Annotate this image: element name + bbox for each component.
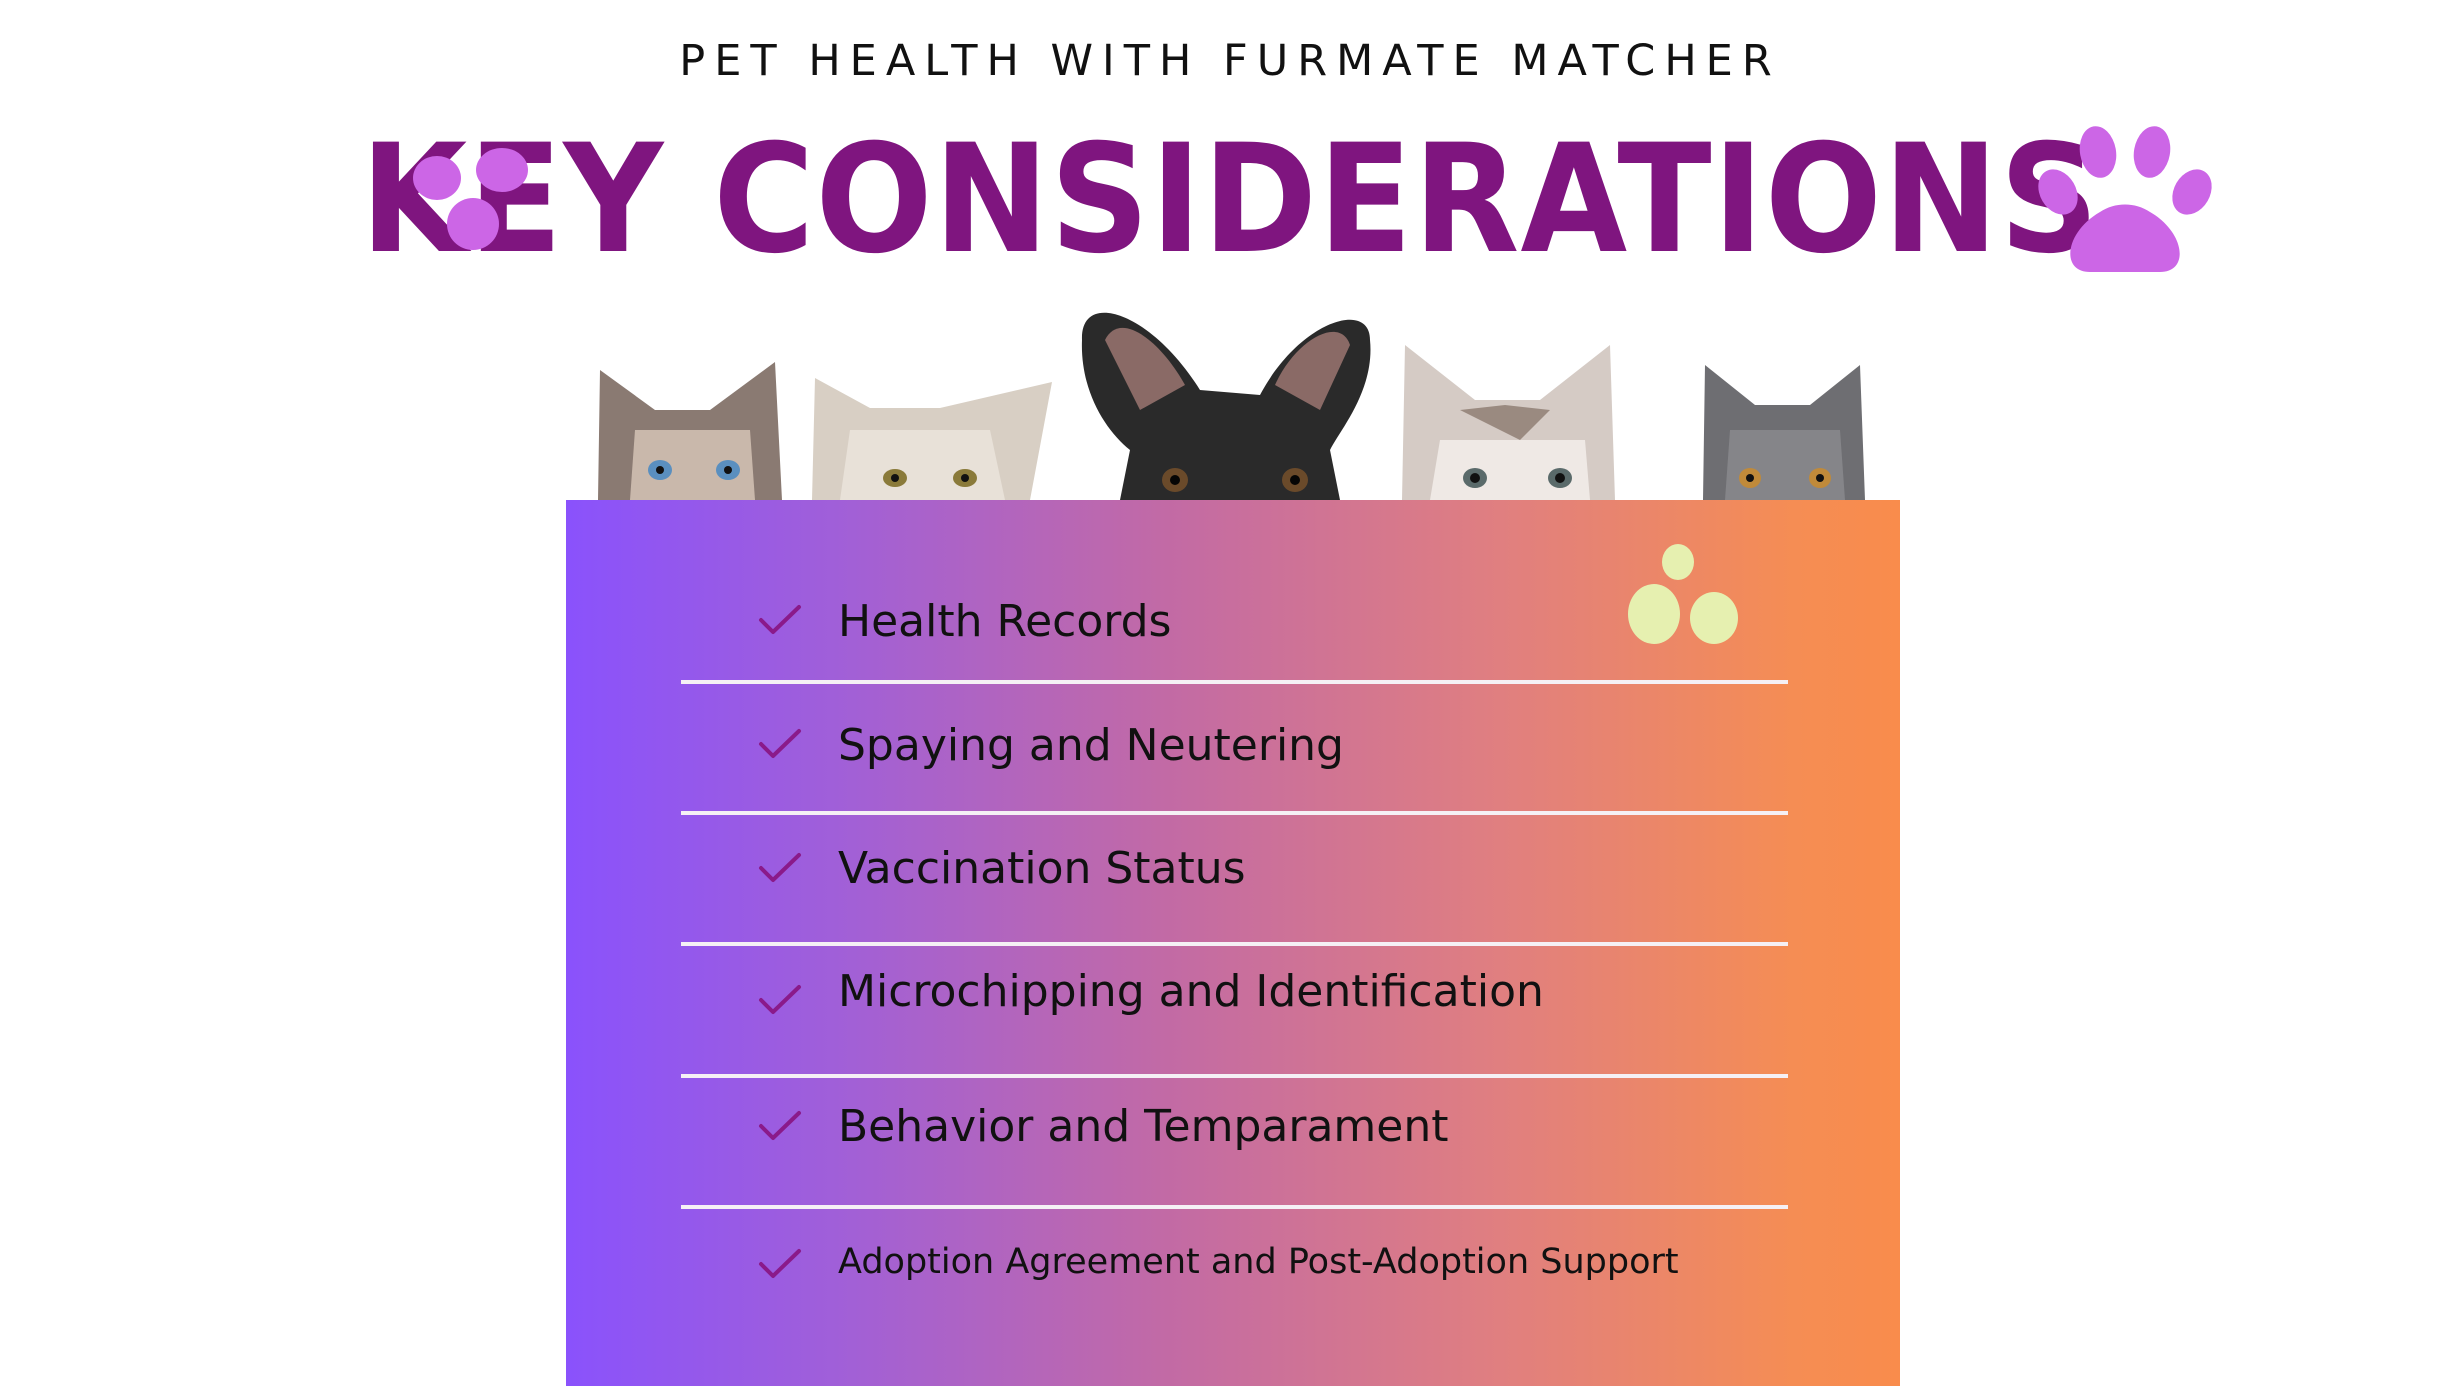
paw-print-icon — [413, 148, 528, 250]
peeking-pets-illustration — [598, 312, 1865, 500]
item-label: Adoption Agreement and Post-Adoption Sup… — [838, 1242, 1679, 1282]
check-icon — [759, 1111, 801, 1140]
divider — [681, 1205, 1788, 1209]
cat-icon — [1402, 345, 1615, 500]
paw-dots-icon — [1628, 544, 1738, 644]
item-label: Microchipping and Identification — [838, 966, 1544, 1017]
considerations-list: Health Records Spaying and Neutering Vac… — [566, 500, 1900, 1386]
divider — [681, 811, 1788, 815]
divider — [681, 680, 1788, 684]
check-icon — [759, 853, 801, 882]
cat-icon — [1703, 365, 1865, 500]
dog-icon — [1081, 312, 1371, 500]
divider — [681, 942, 1788, 946]
cat-icon — [598, 362, 782, 500]
page-title: KEY CONSIDERATIONS — [360, 113, 2100, 287]
cat-icon — [812, 378, 1052, 500]
considerations-panel: Health Records Spaying and Neutering Vac… — [566, 500, 1900, 1386]
page-subtitle: PET HEALTH WITH FURMATE MATCHER — [679, 36, 1781, 86]
item-label: Health Records — [838, 596, 1172, 647]
item-label: Spaying and Neutering — [838, 720, 1344, 771]
check-icon — [759, 605, 801, 634]
paw-print-icon — [2038, 126, 2212, 272]
item-label: Behavior and Temparament — [838, 1101, 1449, 1152]
check-icon — [759, 729, 801, 758]
check-icon — [759, 985, 801, 1014]
divider — [681, 1074, 1788, 1078]
check-icon — [759, 1249, 801, 1278]
item-label: Vaccination Status — [838, 843, 1246, 894]
